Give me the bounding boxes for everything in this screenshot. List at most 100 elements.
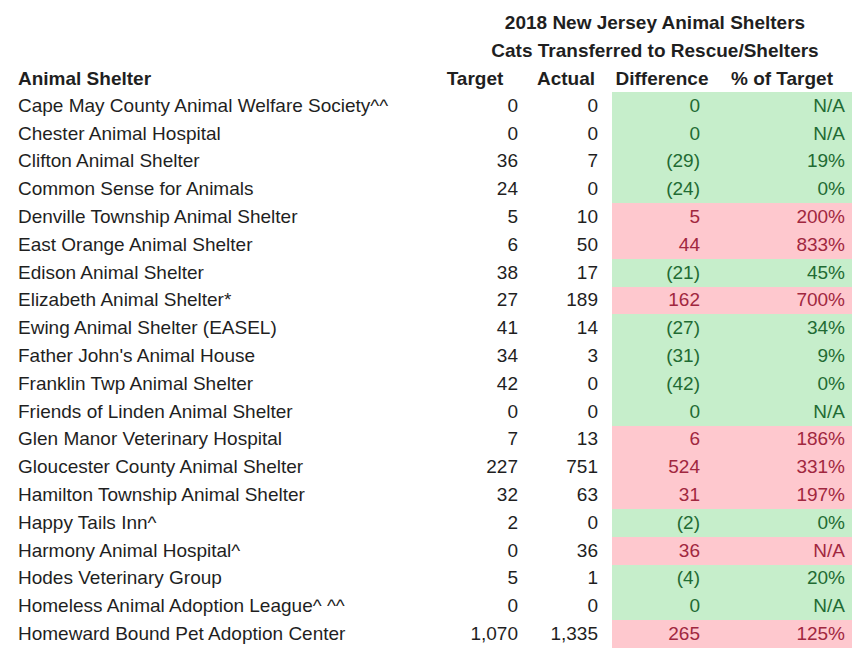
actual-cell: 0 <box>520 370 612 398</box>
difference-cell: 31 <box>612 481 712 509</box>
difference-cell: (42) <box>612 370 712 398</box>
actual-cell: 14 <box>520 314 612 342</box>
shelter-name-cell: Homeless Animal Adoption League^ ^^ <box>0 592 430 620</box>
table-row: Ewing Animal Shelter (EASEL) 41 14 (27) … <box>0 314 852 342</box>
target-cell: 6 <box>430 231 520 259</box>
actual-cell: 0 <box>520 509 612 537</box>
pct-of-target-cell: N/A <box>712 120 852 148</box>
target-cell: 32 <box>430 481 520 509</box>
pct-of-target-cell: 700% <box>712 287 852 315</box>
actual-cell: 63 <box>520 481 612 509</box>
target-cell: 0 <box>430 120 520 148</box>
column-header-target: Target <box>430 65 520 92</box>
pct-of-target-cell: 20% <box>712 565 852 593</box>
shelter-name-cell: East Orange Animal Shelter <box>0 231 430 259</box>
actual-cell: 50 <box>520 231 612 259</box>
table-row: Common Sense for Animals 24 0 (24) 0% <box>0 175 852 203</box>
report-subtitle: Cats Transferred to Rescue/Shelters <box>455 37 855 65</box>
target-cell: 0 <box>430 92 520 120</box>
shelter-name-cell: Elizabeth Animal Shelter* <box>0 287 430 315</box>
difference-cell: (21) <box>612 259 712 287</box>
table-row: Happy Tails Inn^ 2 0 (2) 0% <box>0 509 852 537</box>
difference-cell: (29) <box>612 148 712 176</box>
shelter-name-cell: Denville Township Animal Shelter <box>0 203 430 231</box>
table-row: Friends of Linden Animal Shelter 0 0 0 N… <box>0 398 852 426</box>
shelter-name-cell: Cape May County Animal Welfare Society^^ <box>0 92 430 120</box>
pct-of-target-cell: 0% <box>712 175 852 203</box>
table-row: Glen Manor Veterinary Hospital 7 13 6 18… <box>0 426 852 454</box>
difference-cell: 265 <box>612 620 712 648</box>
table-row: Hamilton Township Animal Shelter 32 63 3… <box>0 481 852 509</box>
difference-cell: 0 <box>612 398 712 426</box>
pct-of-target-cell: N/A <box>712 537 852 565</box>
shelter-name-cell: Clifton Animal Shelter <box>0 148 430 176</box>
target-cell: 2 <box>430 509 520 537</box>
pct-of-target-cell: 197% <box>712 481 852 509</box>
pct-of-target-cell: 200% <box>712 203 852 231</box>
target-cell: 1,070 <box>430 620 520 648</box>
difference-cell: 524 <box>612 453 712 481</box>
table-row: Chester Animal Hospital 0 0 0 N/A <box>0 120 852 148</box>
actual-cell: 751 <box>520 453 612 481</box>
difference-cell: (31) <box>612 342 712 370</box>
table-row: Harmony Animal Hospital^ 0 36 36 N/A <box>0 537 852 565</box>
actual-cell: 1,335 <box>520 620 612 648</box>
table-row: Franklin Twp Animal Shelter 42 0 (42) 0% <box>0 370 852 398</box>
shelter-name-cell: Father John's Animal House <box>0 342 430 370</box>
actual-cell: 1 <box>520 565 612 593</box>
shelter-name-cell: Edison Animal Shelter <box>0 259 430 287</box>
table-row: Gloucester County Animal Shelter 227 751… <box>0 453 852 481</box>
shelter-name-cell: Hodes Veterinary Group <box>0 565 430 593</box>
pct-of-target-cell: N/A <box>712 92 852 120</box>
pct-of-target-cell: 34% <box>712 314 852 342</box>
target-cell: 42 <box>430 370 520 398</box>
table-row: Father John's Animal House 34 3 (31) 9% <box>0 342 852 370</box>
target-cell: 227 <box>430 453 520 481</box>
pct-of-target-cell: 833% <box>712 231 852 259</box>
pct-of-target-cell: N/A <box>712 592 852 620</box>
difference-cell: 5 <box>612 203 712 231</box>
actual-cell: 0 <box>520 120 612 148</box>
table-row: Edison Animal Shelter 38 17 (21) 45% <box>0 259 852 287</box>
actual-cell: 189 <box>520 287 612 315</box>
actual-cell: 0 <box>520 398 612 426</box>
shelter-name-cell: Friends of Linden Animal Shelter <box>0 398 430 426</box>
table-body: Cape May County Animal Welfare Society^^… <box>0 92 852 648</box>
column-header-difference: Difference <box>612 65 712 92</box>
report-titles: 2018 New Jersey Animal Shelters Cats Tra… <box>455 0 855 65</box>
table-row: East Orange Animal Shelter 6 50 44 833% <box>0 231 852 259</box>
target-cell: 34 <box>430 342 520 370</box>
pct-of-target-cell: 9% <box>712 342 852 370</box>
shelter-name-cell: Happy Tails Inn^ <box>0 509 430 537</box>
difference-cell: 6 <box>612 426 712 454</box>
column-header-pct-of-target: % of Target <box>712 65 852 92</box>
target-cell: 0 <box>430 592 520 620</box>
pct-of-target-cell: 186% <box>712 426 852 454</box>
pct-of-target-cell: 45% <box>712 259 852 287</box>
difference-cell: 0 <box>612 120 712 148</box>
table-row: Homeward Bound Pet Adoption Center 1,070… <box>0 620 852 648</box>
column-header-actual: Actual <box>520 65 612 92</box>
header-row: Animal Shelter Target Actual Difference … <box>0 65 852 92</box>
pct-of-target-cell: 0% <box>712 370 852 398</box>
column-header-animal-shelter: Animal Shelter <box>0 65 430 92</box>
target-cell: 5 <box>430 565 520 593</box>
actual-cell: 0 <box>520 592 612 620</box>
actual-cell: 13 <box>520 426 612 454</box>
report-title: 2018 New Jersey Animal Shelters <box>455 9 855 37</box>
shelter-name-cell: Common Sense for Animals <box>0 175 430 203</box>
actual-cell: 7 <box>520 148 612 176</box>
difference-cell: (4) <box>612 565 712 593</box>
actual-cell: 17 <box>520 259 612 287</box>
shelter-name-cell: Gloucester County Animal Shelter <box>0 453 430 481</box>
target-cell: 5 <box>430 203 520 231</box>
pct-of-target-cell: 0% <box>712 509 852 537</box>
target-cell: 24 <box>430 175 520 203</box>
target-cell: 36 <box>430 148 520 176</box>
pct-of-target-cell: 19% <box>712 148 852 176</box>
spreadsheet-report: 2018 New Jersey Animal Shelters Cats Tra… <box>0 0 862 656</box>
shelter-name-cell: Homeward Bound Pet Adoption Center <box>0 620 430 648</box>
difference-cell: 36 <box>612 537 712 565</box>
actual-cell: 0 <box>520 175 612 203</box>
difference-cell: 44 <box>612 231 712 259</box>
